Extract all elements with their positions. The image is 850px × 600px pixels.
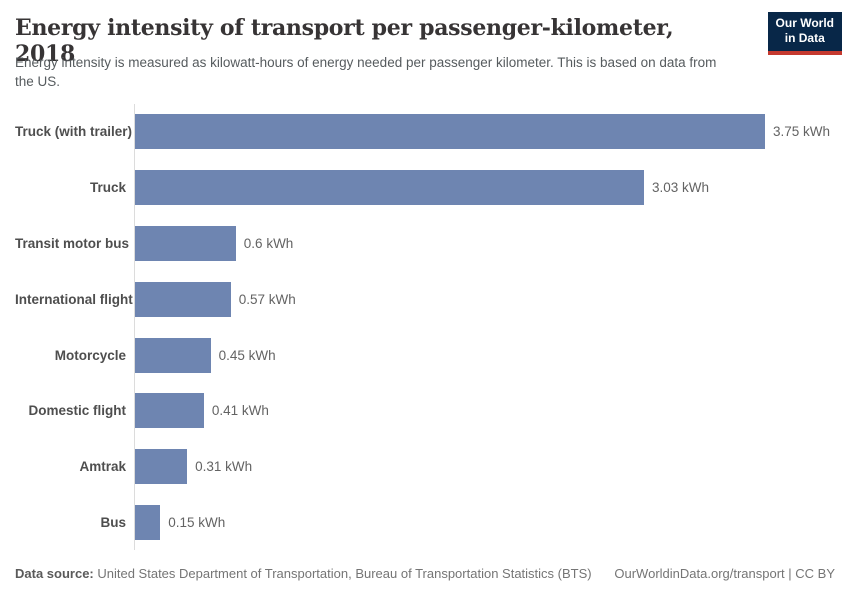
category-label: Motorcycle: [54, 347, 126, 363]
bar-area: 0.57 kWh: [134, 271, 835, 328]
bar-area: 0.6 kWh: [134, 215, 835, 272]
bar[interactable]: [135, 225, 236, 261]
category-label: Bus: [100, 514, 126, 530]
owid-logo[interactable]: Our World in Data: [767, 12, 842, 55]
value-label: 0.41 kWh: [211, 403, 269, 419]
owid-logo-line2: in Data: [784, 31, 825, 46]
owid-link[interactable]: OurWorldinData.org/transport | CC BY: [614, 566, 835, 581]
category-label: Amtrak: [79, 459, 126, 475]
bar-area: 3.75 kWh: [134, 104, 835, 160]
value-label: 0.57 kWh: [238, 291, 296, 307]
category-label: Transit motor bus: [15, 235, 130, 251]
page-title: Energy intensity of transport per passen…: [15, 15, 674, 67]
data-source-text: United States Department of Transportati…: [93, 566, 592, 581]
page-subtitle: Energy intensity is measured as kilowatt…: [15, 55, 717, 90]
chart-footer: Data source: United States Department of…: [15, 566, 835, 581]
bar[interactable]: [135, 393, 204, 429]
bar-area: 3.03 kWh: [134, 159, 835, 216]
chart-row: Domestic flight 0.41 kWh: [15, 382, 835, 439]
bar-chart: Truck (with trailer) 3.75 kWh Truck 3.03 kW…: [15, 104, 835, 551]
value-label: 0.31 kWh: [195, 459, 253, 475]
value-label: 0.45 kWh: [218, 347, 276, 363]
chart-row: Motorcycle 0.45 kWh: [15, 327, 835, 383]
bar[interactable]: [135, 504, 161, 540]
bar-area: 0.45 kWh: [134, 327, 835, 383]
value-label: 3.75 kWh: [773, 124, 831, 140]
bar[interactable]: [135, 114, 765, 150]
chart-row: Bus 0.15 kWh: [15, 494, 835, 551]
bar-area: 0.15 kWh: [134, 494, 835, 551]
owid-logo-line1: Our World: [775, 16, 834, 30]
chart-row: Truck (with trailer) 3.75 kWh: [15, 104, 835, 160]
chart-row: International flight 0.57 kWh: [15, 271, 835, 328]
chart-row: Amtrak 0.31 kWh: [15, 438, 835, 495]
bar[interactable]: [135, 281, 231, 317]
value-label: 0.6 kWh: [243, 235, 294, 251]
chart-row: Transit motor bus 0.6 kWh: [15, 215, 835, 272]
category-label: Domestic flight: [28, 403, 126, 419]
bar[interactable]: [135, 170, 645, 206]
value-label: 3.03 kWh: [652, 180, 710, 196]
data-source-label: Data source:: [15, 566, 94, 581]
category-label: Truck: [89, 180, 126, 196]
value-label: 0.15 kWh: [168, 514, 226, 530]
category-label: International flight: [15, 291, 133, 307]
bar-area: 0.31 kWh: [134, 438, 835, 495]
category-label: Truck (with trailer): [15, 124, 133, 140]
bar[interactable]: [135, 337, 211, 373]
bar[interactable]: [135, 449, 188, 485]
data-source: Data source: United States Department of…: [15, 566, 592, 581]
bar-area: 0.41 kWh: [134, 382, 835, 439]
chart-row: Truck 3.03 kWh: [15, 159, 835, 216]
